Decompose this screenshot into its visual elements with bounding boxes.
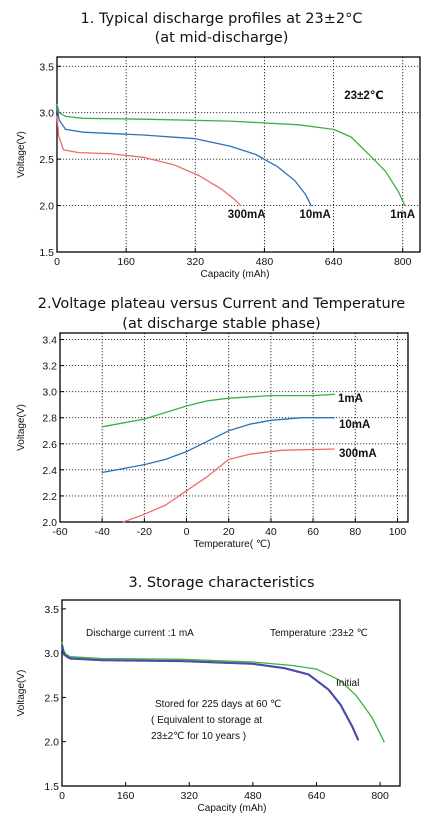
chart-1-panel: 1. Typical discharge profiles at 23±2°C … bbox=[0, 0, 443, 280]
x-tick-label: 320 bbox=[187, 256, 205, 268]
x-tick-label: 640 bbox=[325, 256, 343, 268]
y-tick-label: 2.2 bbox=[42, 491, 57, 503]
chart-1-plot: 0 160 320 480 640 800 1.5 2.0 2.5 3.0 3.5 Capacity … bbox=[16, 56, 421, 280]
annotation-initial: Initial bbox=[336, 678, 359, 689]
x-tick-label: 480 bbox=[256, 256, 274, 268]
y-tick-label: 2.0 bbox=[39, 201, 54, 213]
x-tick-label: 800 bbox=[394, 256, 412, 268]
x-tick-label: 80 bbox=[349, 526, 361, 538]
x-tick-label: 160 bbox=[117, 790, 135, 802]
y-axis-label: Voltage(V) bbox=[16, 670, 27, 717]
series-line-0 bbox=[61, 641, 385, 743]
chart-2-title: 2.Voltage plateau versus Current and Tem… bbox=[37, 296, 406, 312]
series-label: 1mA bbox=[338, 393, 363, 405]
chart-1-subtitle: (at mid-discharge) bbox=[154, 30, 289, 46]
x-tick-label: -60 bbox=[52, 526, 67, 538]
annotation-temperature: Temperature :23±2 ℃ bbox=[270, 628, 368, 639]
series-line-0 bbox=[101, 393, 335, 428]
series-line-1 bbox=[60, 645, 360, 741]
y-tick-label: 3.5 bbox=[44, 604, 59, 616]
y-tick-label: 3.0 bbox=[39, 108, 54, 120]
x-axis-label: Capacity (mAh) bbox=[201, 269, 270, 280]
series-line-2 bbox=[122, 448, 335, 523]
series-label: 300mA bbox=[228, 209, 266, 221]
x-axis-label: Temperature( ℃) bbox=[194, 539, 271, 550]
annotation-stored: Stored for 225 days at 60 ℃ bbox=[155, 699, 281, 710]
x-tick-label: 40 bbox=[265, 526, 277, 538]
plot-frame bbox=[61, 599, 401, 787]
series-label: 1mA bbox=[390, 209, 415, 221]
annotation-discharge-current: Discharge current :1 mA bbox=[86, 628, 194, 639]
x-axis-label: Capacity (mAh) bbox=[198, 803, 267, 814]
y-tick-label: 2.4 bbox=[42, 465, 57, 477]
x-tick-label: 640 bbox=[308, 790, 326, 802]
series-label: 10mA bbox=[339, 419, 370, 431]
chart-3-title: 3. Storage characteristics bbox=[128, 575, 315, 591]
y-tick-label: 2.8 bbox=[42, 413, 57, 425]
x-tick-label: 100 bbox=[389, 526, 407, 538]
series-label: 10mA bbox=[299, 209, 330, 221]
series-line-1 bbox=[56, 107, 312, 207]
plot-frame bbox=[59, 332, 409, 523]
annotation-years: 23±2℃ for 10 years ) bbox=[151, 731, 246, 742]
chart-2-subtitle: (at discharge stable phase) bbox=[122, 316, 321, 332]
y-tick-label: 1.5 bbox=[39, 247, 54, 259]
y-tick-label: 3.4 bbox=[42, 335, 57, 347]
x-tick-label: 60 bbox=[307, 526, 319, 538]
x-tick-label: 160 bbox=[117, 256, 135, 268]
plot-frame bbox=[56, 56, 421, 253]
temperature-annotation: 23±2℃ bbox=[344, 90, 383, 102]
y-tick-label: 2.0 bbox=[42, 517, 57, 529]
y-axis-label: Voltage(V) bbox=[16, 131, 27, 178]
x-tick-label: 20 bbox=[223, 526, 235, 538]
x-tick-label: 320 bbox=[180, 790, 198, 802]
series-line-0 bbox=[56, 103, 406, 207]
x-tick-label: 0 bbox=[54, 256, 60, 268]
chart-2-plot: -60 -40 -20 0 20 40 60 80 100 2.0 2.2 2.4 2.6 2.8 3.0 3… bbox=[16, 332, 409, 550]
chart-1-title: 1. Typical discharge profiles at 23±2°C bbox=[80, 11, 363, 27]
chart-2-panel: 2.Voltage plateau versus Current and Tem… bbox=[16, 296, 409, 550]
x-tick-label: 800 bbox=[371, 790, 389, 802]
y-tick-label: 2.5 bbox=[44, 692, 59, 704]
y-tick-label: 2.6 bbox=[42, 439, 57, 451]
x-tick-label: 480 bbox=[244, 790, 262, 802]
x-tick-label: -40 bbox=[95, 526, 110, 538]
y-tick-label: 3.5 bbox=[39, 61, 54, 73]
x-tick-label: 0 bbox=[184, 526, 190, 538]
y-axis-label: Voltage(V) bbox=[16, 404, 27, 451]
y-tick-label: 2.0 bbox=[44, 737, 59, 749]
y-tick-label: 3.0 bbox=[44, 648, 59, 660]
series-line-1 bbox=[101, 417, 335, 474]
x-tick-label: -20 bbox=[137, 526, 152, 538]
series-label: 300mA bbox=[339, 448, 377, 460]
y-tick-label: 3.0 bbox=[42, 387, 57, 399]
y-tick-label: 2.5 bbox=[39, 154, 54, 166]
y-tick-label: 3.2 bbox=[42, 361, 57, 373]
x-tick-label: 0 bbox=[59, 790, 65, 802]
series-line-2 bbox=[56, 115, 242, 207]
annotation-equivalent: ( Equivalent to storage at bbox=[151, 715, 262, 726]
y-tick-label: 1.5 bbox=[44, 781, 59, 793]
